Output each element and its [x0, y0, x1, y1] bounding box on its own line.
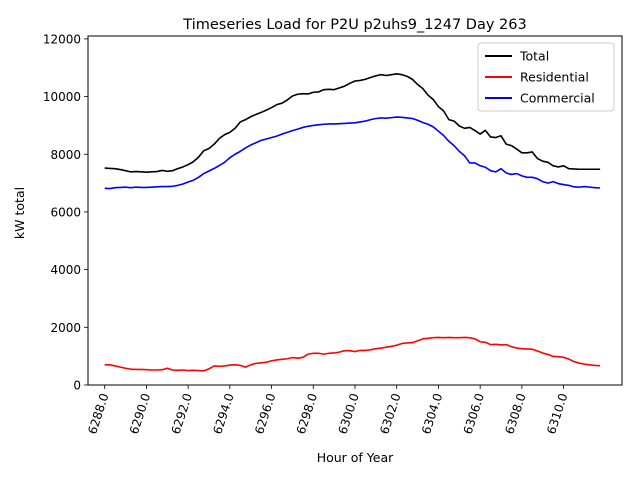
x-tick-label: 6310.0: [544, 392, 570, 436]
x-tick-label: 6288.0: [85, 392, 111, 436]
chart-title: Timeseries Load for P2U p2uhs9_1247 Day …: [182, 17, 526, 33]
legend-label-total: Total: [519, 49, 549, 64]
y-axis-label: kW total: [12, 187, 27, 239]
x-tick-label: 6294.0: [210, 392, 236, 436]
x-tick-label: 6296.0: [252, 392, 278, 436]
series-line-commercial: [104, 116, 601, 190]
x-tick-label: 6308.0: [502, 392, 528, 436]
legend-label-commercial: Commercial: [520, 91, 595, 106]
x-tick-label: 6300.0: [336, 392, 362, 436]
y-tick-label: 10000: [43, 90, 81, 104]
y-tick-label: 6000: [50, 205, 81, 219]
x-axis-label: Hour of Year: [317, 450, 394, 465]
x-tick-label: 6290.0: [127, 392, 153, 436]
y-tick-label: 2000: [50, 321, 81, 335]
y-axis-ticks: 0 2000 4000 6000 8000 10000 12000: [43, 32, 88, 393]
x-tick-label: 6304.0: [419, 392, 445, 436]
x-tick-label: 6298.0: [294, 392, 320, 436]
x-tick-label: 6292.0: [169, 392, 195, 436]
y-tick-label: 12000: [43, 32, 81, 46]
x-axis-ticks: 6288.0 6290.0 6292.0 6294.0 6296.0 6298.0 6300…: [85, 385, 570, 436]
series-line-total: [104, 72, 601, 173]
legend-label-residential: Residential: [520, 70, 589, 85]
y-tick-label: 4000: [50, 263, 81, 277]
x-tick-label: 6302.0: [377, 392, 403, 436]
y-tick-label: 0: [73, 379, 81, 393]
x-tick-label: 6306.0: [461, 392, 487, 436]
legend: Total Residential Commercial: [477, 42, 615, 112]
plot-lines: [104, 72, 601, 372]
series-line-residential: [104, 336, 601, 372]
y-tick-label: 8000: [50, 148, 81, 162]
legend-box: [477, 42, 615, 112]
